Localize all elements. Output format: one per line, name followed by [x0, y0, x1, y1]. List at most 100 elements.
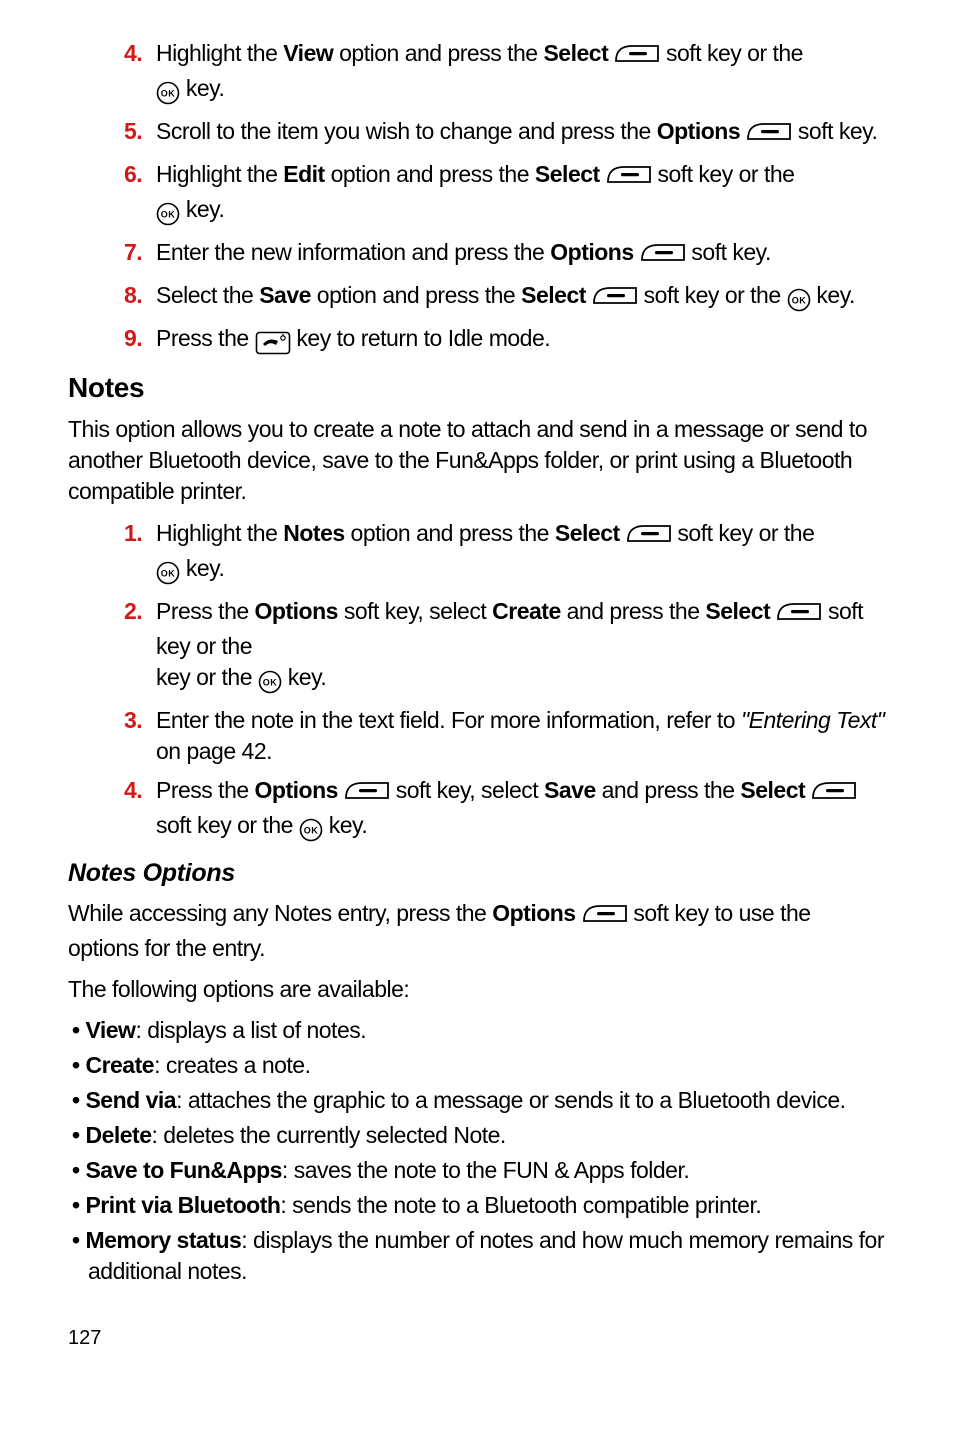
step-num: 2.	[124, 596, 156, 697]
t: Press the	[156, 325, 255, 351]
t: Press the	[156, 598, 255, 624]
t: key to return to Idle mode.	[291, 325, 551, 351]
list-item: Create: creates a note.	[68, 1050, 886, 1081]
t: soft key, select	[390, 777, 544, 803]
step-b2: 2. Press the Options soft key, select Cr…	[124, 596, 886, 697]
t: Press the	[156, 777, 255, 803]
step-num: 7.	[124, 237, 156, 272]
softkey-icon	[746, 120, 792, 151]
t: soft key or the	[638, 282, 787, 308]
ok-icon	[156, 77, 180, 108]
step-text: Press the key to return to Idle mode.	[156, 323, 886, 358]
step-b3: 3. Enter the note in the text field. For…	[124, 705, 886, 767]
t: soft key or the	[156, 812, 299, 838]
step-text: Highlight the Edit option and press the …	[156, 159, 886, 229]
t: option and press the	[333, 40, 543, 66]
step-num: 5.	[124, 116, 156, 151]
step-text: Highlight the Notes option and press the…	[156, 518, 886, 588]
step-num: 1.	[124, 518, 156, 588]
t: Options	[255, 598, 338, 624]
t: Options	[492, 900, 575, 926]
t: Select the	[156, 282, 259, 308]
t: Scroll to the item you wish to change an…	[156, 118, 657, 144]
end-call-icon	[255, 327, 291, 358]
t: : creates a note.	[154, 1052, 310, 1078]
t: Highlight the	[156, 520, 283, 546]
ok-icon	[156, 198, 180, 229]
t: and press the	[561, 598, 706, 624]
ok-icon	[156, 557, 180, 588]
t: Select	[555, 520, 620, 546]
t: Save to Fun&Apps	[85, 1157, 281, 1183]
t: View	[85, 1017, 135, 1043]
list-item: View: displays a list of notes.	[68, 1015, 886, 1046]
t: While accessing any Notes entry, press t…	[68, 900, 492, 926]
softkey-icon	[614, 42, 660, 73]
t: Delete	[85, 1122, 151, 1148]
step-text: Select the Save option and press the Sel…	[156, 280, 886, 315]
t: option and press the	[325, 161, 535, 187]
softkey-icon	[811, 779, 857, 810]
step-num: 4.	[124, 38, 156, 108]
t: option and press the	[345, 520, 555, 546]
t: key.	[323, 812, 367, 838]
steps-list-a: 4. Highlight the View option and press t…	[68, 38, 886, 358]
step-6: 6. Highlight the Edit option and press t…	[124, 159, 886, 229]
t: : displays a list of notes.	[135, 1017, 366, 1043]
t: on page 42.	[156, 738, 272, 764]
t: and press the	[596, 777, 741, 803]
t: Select	[740, 777, 805, 803]
t: soft key, select	[338, 598, 492, 624]
step-num: 6.	[124, 159, 156, 229]
softkey-icon	[606, 163, 652, 194]
t: Edit	[283, 161, 324, 187]
t: key.	[811, 282, 855, 308]
t: key.	[282, 664, 326, 690]
t: Create	[492, 598, 561, 624]
step-text: Enter the note in the text field. For mo…	[156, 705, 886, 767]
heading-notes-options: Notes Options	[68, 859, 886, 888]
options-paragraph: While accessing any Notes entry, press t…	[68, 898, 886, 964]
t: Enter the note in the text field. For mo…	[156, 707, 741, 733]
t: Options	[657, 118, 740, 144]
t: soft key.	[686, 239, 771, 265]
steps-list-b: 1. Highlight the Notes option and press …	[68, 518, 886, 845]
softkey-icon	[776, 600, 822, 631]
step-5: 5. Scroll to the item you wish to change…	[124, 116, 886, 151]
t: Print via Bluetooth	[85, 1192, 280, 1218]
notes-paragraph: This option allows you to create a note …	[68, 414, 886, 507]
list-item: Memory status: displays the number of no…	[68, 1225, 886, 1287]
t: Notes	[283, 520, 344, 546]
t: Highlight the	[156, 40, 283, 66]
page-number: 127	[68, 1327, 886, 1350]
t: : saves the note to the FUN & Apps folde…	[282, 1157, 689, 1183]
t: View	[283, 40, 333, 66]
t: Send via	[85, 1087, 176, 1113]
t: Select	[705, 598, 770, 624]
t: : sends the note to a Bluetooth compatib…	[280, 1192, 761, 1218]
t: : deletes the currently selected Note.	[152, 1122, 506, 1148]
step-num: 9.	[124, 323, 156, 358]
t: Highlight the	[156, 161, 283, 187]
t: option and press the	[311, 282, 521, 308]
softkey-icon	[344, 779, 390, 810]
t: : attaches the graphic to a message or s…	[176, 1087, 845, 1113]
softkey-icon	[626, 522, 672, 553]
t: Save	[544, 777, 596, 803]
t: key.	[180, 196, 224, 222]
ok-icon	[299, 814, 323, 845]
step-4: 4. Highlight the View option and press t…	[124, 38, 886, 108]
softkey-icon	[640, 241, 686, 272]
t: Create	[85, 1052, 154, 1078]
t: soft key or the	[660, 40, 803, 66]
list-item: Send via: attaches the graphic to a mess…	[68, 1085, 886, 1116]
t: soft key.	[792, 118, 877, 144]
options-bullet-list: View: displays a list of notes. Create: …	[68, 1015, 886, 1287]
t: Memory status	[85, 1227, 241, 1253]
step-9: 9. Press the key to return to Idle mode.	[124, 323, 886, 358]
softkey-icon	[592, 284, 638, 315]
t: soft key or the	[652, 161, 795, 187]
step-num: 4.	[124, 775, 156, 845]
t: "Entering Text"	[741, 707, 885, 733]
t: soft key or the	[672, 520, 815, 546]
